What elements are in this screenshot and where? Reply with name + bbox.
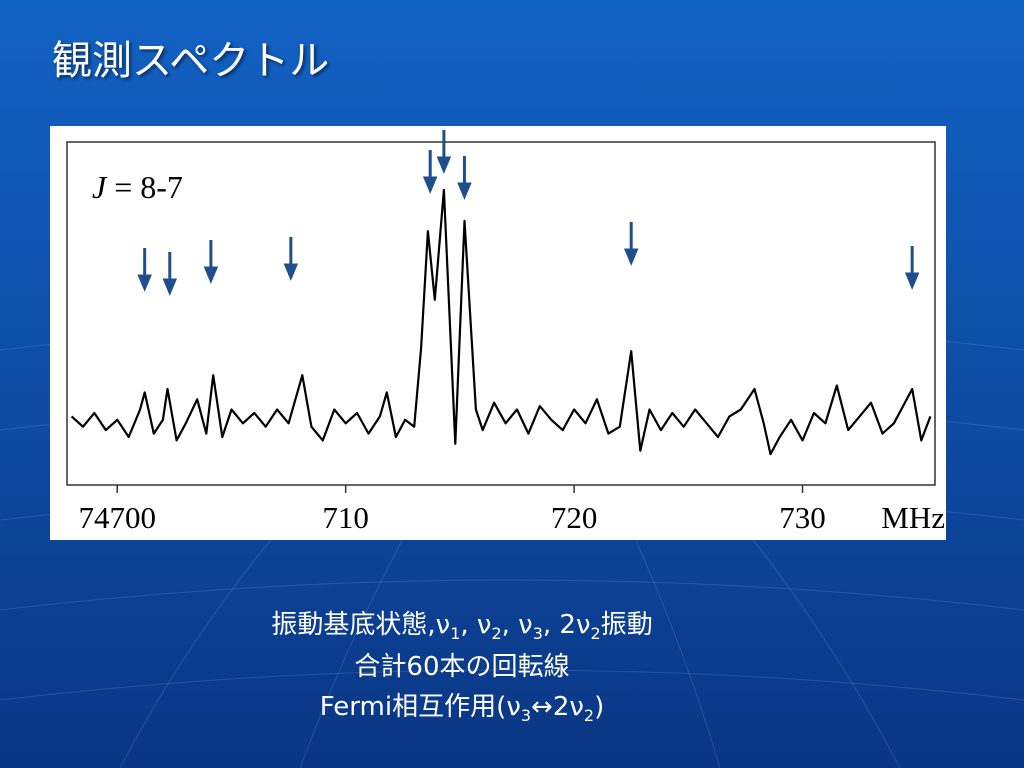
marker-arrow (162, 252, 178, 296)
marker-arrow (623, 222, 639, 266)
x-tick-label: 730 (779, 500, 826, 535)
plot-frame (66, 141, 936, 486)
spectrum-line (70, 188, 932, 456)
marker-arrow (137, 248, 152, 292)
slide-title: 観測スペクトル (52, 38, 330, 84)
marker-arrow (436, 130, 452, 174)
caption-line: 振動基底状態,ν1, ν2, ν3, 2ν2振動 (271, 610, 653, 644)
chart-panel (50, 126, 946, 540)
caption-line: 合計60本の回転線 (354, 652, 570, 682)
marker-arrow (422, 150, 438, 194)
marker-arrow (457, 156, 472, 200)
x-tick-label: 74700 (79, 500, 157, 535)
marker-arrow (283, 237, 299, 281)
x-axis-unit: MHz (881, 500, 945, 535)
transition-label: J = 8-7 (92, 169, 183, 205)
x-tick-label: 710 (322, 500, 369, 535)
caption-line: Fermi相互作用(ν3↔2ν2) (319, 692, 605, 726)
x-tick-label: 720 (551, 500, 598, 535)
marker-arrow (904, 246, 920, 290)
marker-arrow (203, 240, 219, 284)
